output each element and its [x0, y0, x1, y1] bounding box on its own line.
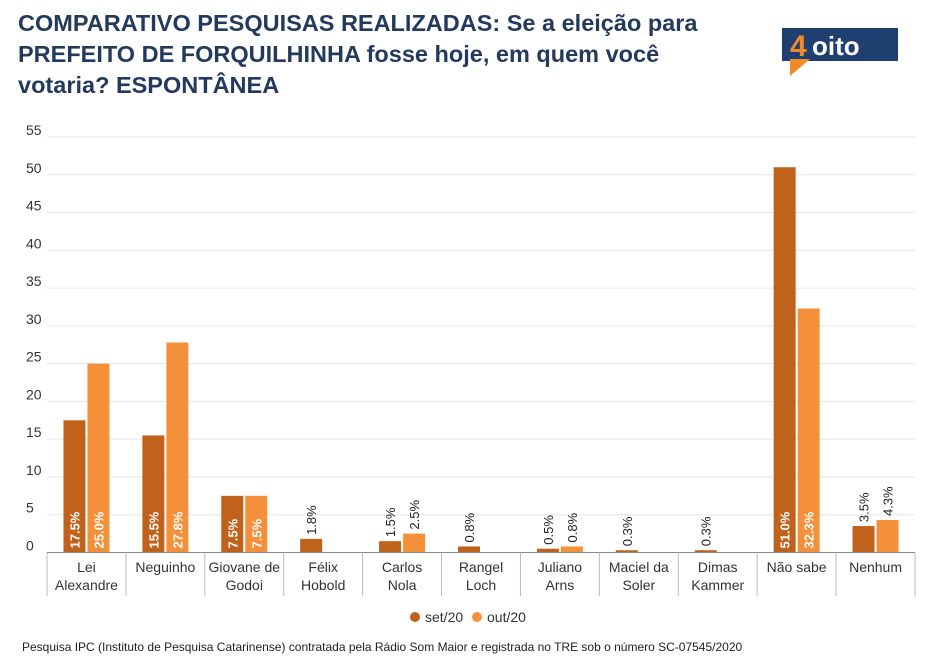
bar-out20 [797, 308, 820, 553]
bar-out20 [87, 363, 110, 553]
x-tick-label: Carlos [382, 559, 422, 575]
bar-chart: 0 5 10 15 20 25 30 35 40 45 50 55 17.5% 15.5% 7.5% 1.8%… [26, 122, 916, 625]
x-tick-label: Maciel da [609, 559, 669, 575]
x-tick-label: Godoi [226, 577, 263, 593]
legend-marker [410, 612, 420, 622]
data-label: 17.5% [67, 511, 82, 548]
footer-note: Pesquisa IPC (Instituto de Pesquisa Cata… [22, 640, 743, 654]
x-tick-label: Lei [77, 559, 96, 575]
bar-set20 [63, 420, 86, 553]
data-label: 25.0% [91, 511, 106, 548]
x-tick-label: Nenhum [849, 559, 902, 575]
x-tick-label: Juliano [538, 559, 583, 575]
bar-out20 [245, 495, 268, 553]
x-tick-label: Alexandre [55, 577, 118, 593]
y-tick-label: 15 [26, 424, 42, 440]
data-label: 0.3% [699, 516, 714, 546]
data-label: 0.5% [541, 515, 556, 545]
x-tick-label: Neguinho [135, 559, 195, 575]
logo-accent [790, 59, 810, 76]
data-label: 7.5% [249, 518, 264, 548]
legend-label: out/20 [487, 609, 526, 625]
data-label: 0.8% [565, 512, 580, 542]
bar-set20 [852, 526, 875, 553]
data-label: 0.8% [462, 512, 477, 542]
y-tick-label: 0 [26, 538, 34, 554]
y-tick-label: 5 [26, 500, 34, 516]
legend-label: set/20 [425, 609, 463, 625]
logo-background [782, 28, 898, 61]
x-tick-label: Giovane de [208, 559, 280, 575]
y-tick-label: 50 [26, 160, 42, 176]
bar-set20 [773, 167, 796, 553]
data-label: 1.5% [383, 507, 398, 537]
x-tick-label: Loch [466, 577, 496, 593]
data-label: 27.8% [170, 511, 185, 548]
x-tick-label: Não sabe [767, 559, 827, 575]
data-label: 3.5% [857, 492, 872, 522]
logo: 4 oito [782, 28, 898, 76]
data-label: 0.3% [620, 516, 635, 546]
data-label: 7.5% [225, 518, 240, 548]
x-tick-label: Arns [546, 577, 575, 593]
logo-word: oito [812, 31, 860, 61]
bar-set20 [536, 548, 559, 553]
y-tick-label: 10 [26, 462, 42, 478]
bar-out20 [166, 342, 189, 553]
x-tick-label: Félix [308, 559, 338, 575]
y-tick-label: 55 [26, 122, 42, 138]
data-label: 4.3% [881, 486, 896, 516]
data-label: 15.5% [146, 511, 161, 548]
y-tick-label: 35 [26, 273, 42, 289]
bar-out20 [876, 520, 899, 553]
bar-set20 [615, 550, 638, 553]
x-tick-label: Kammer [691, 577, 744, 593]
data-label: 1.8% [304, 505, 319, 535]
bar-set20 [458, 546, 480, 553]
data-label: 2.5% [407, 500, 422, 530]
x-tick-label: Dimas [698, 559, 738, 575]
bar-set20 [221, 495, 244, 553]
data-label: 32.3% [802, 511, 817, 548]
legend-marker [472, 612, 482, 622]
logo-digit: 4 [790, 30, 807, 63]
bar-out20 [403, 533, 426, 553]
bar-set20 [379, 541, 402, 553]
data-label: 51.0% [778, 511, 793, 548]
y-tick-label: 45 [26, 198, 42, 214]
y-tick-label: 40 [26, 235, 42, 251]
x-tick-label: Soler [622, 577, 655, 593]
y-tick-label: 25 [26, 349, 42, 365]
x-tick-label: Nola [388, 577, 417, 593]
y-tick-label: 20 [26, 386, 42, 402]
bar-out20 [560, 546, 583, 553]
x-tick-label: Rangel [459, 559, 503, 575]
y-tick-label: 30 [26, 311, 42, 327]
x-tick-label: Hobold [301, 577, 345, 593]
bar-set20 [694, 550, 717, 553]
bar-set20 [300, 538, 323, 553]
bar-set20 [142, 435, 165, 553]
chart-title: COMPARATIVO PESQUISAS REALIZADAS: Se a e… [18, 10, 698, 98]
